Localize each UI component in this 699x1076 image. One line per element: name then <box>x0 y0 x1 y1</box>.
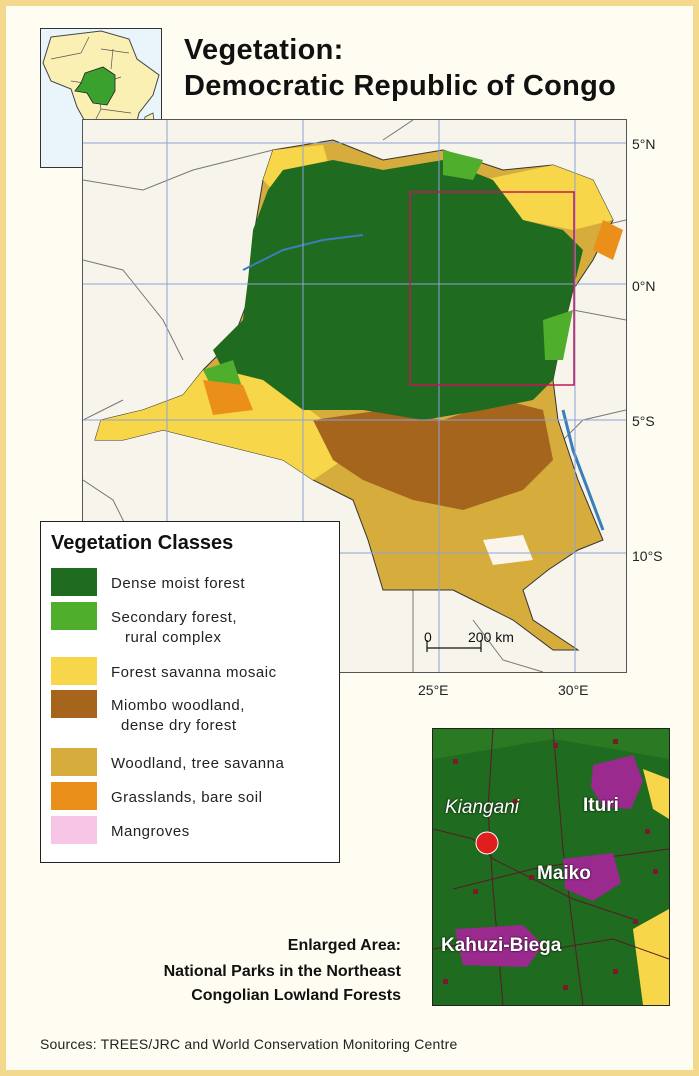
legend-swatch <box>51 602 97 630</box>
legend-swatch <box>51 782 97 810</box>
scale-start-label: 0 <box>424 629 432 645</box>
maiko-label: Maiko <box>537 863 591 884</box>
lat-5s-label: 5°S <box>632 413 655 429</box>
lon-25e-label: 25°E <box>418 682 449 698</box>
lon-30e-label: 30°E <box>558 682 589 698</box>
title-line-2: Democratic Republic of Congo <box>184 70 617 102</box>
legend-swatch <box>51 748 97 776</box>
secondary-forest-north <box>443 150 483 180</box>
enlarged-caption-line-1: Enlarged Area: <box>287 937 401 954</box>
legend-label: Dense moist forest <box>111 575 246 592</box>
ituri-park <box>591 755 643 809</box>
enlarged-caption-line-2: National Parks in the Northeast <box>163 963 401 980</box>
title-line-1: Vegetation: <box>184 34 344 66</box>
lat-5n-label: 5°N <box>632 136 656 152</box>
legend-label: Grasslands, bare soil <box>111 789 263 806</box>
grasslands-west <box>203 380 253 415</box>
legend-label: Secondary forest, <box>111 609 238 626</box>
kiangani-town-marker <box>475 831 499 855</box>
grasslands-east <box>593 220 623 260</box>
main-vegetation-map <box>82 119 627 673</box>
kahuzi-biega-label: Kahuzi-Biega <box>441 935 562 956</box>
drc-highlight <box>74 66 116 106</box>
legend-swatch <box>51 657 97 685</box>
legend-label: Mangroves <box>111 823 190 840</box>
lat-0-label: 0°N <box>632 278 656 294</box>
legend-swatch <box>51 816 97 844</box>
bare-patch <box>483 535 533 565</box>
kiangani-label: Kiangani <box>445 797 519 818</box>
enlarged-area-svg <box>433 729 669 1005</box>
sources-credit: Sources: TREES/JRC and World Conservatio… <box>40 1036 458 1052</box>
enlarged-caption-line-3: Congolian Lowland Forests <box>191 987 401 1004</box>
savanna-mosaic-south-west <box>95 370 343 480</box>
scale-bar <box>426 640 482 652</box>
enlarged-area-frame <box>409 191 575 386</box>
secondary-forest-east <box>543 310 573 360</box>
kahuzi-biega-park <box>455 925 543 967</box>
enlarged-area-map: Kiangani Ituri Maiko Kahuzi-Biega <box>432 728 670 1006</box>
legend-label-line2: dense dry forest <box>121 717 237 734</box>
scale-end-label: 200 km <box>468 629 514 645</box>
lake-tanganyika <box>561 409 605 531</box>
legend-swatch <box>51 568 97 596</box>
legend-swatch <box>51 690 97 718</box>
legend-label: Forest savanna mosaic <box>111 664 277 681</box>
enlarged-savanna <box>633 909 669 1005</box>
drc-vegetation-svg <box>83 120 626 672</box>
vegetation-legend: Vegetation Classes Dense moist forest Se… <box>40 521 340 863</box>
legend-label: Miombo woodland, <box>111 697 245 714</box>
settlement-dots <box>443 739 658 990</box>
maiko-park <box>563 853 621 901</box>
ituri-label: Ituri <box>583 795 619 816</box>
legend-label-line2: rural complex <box>125 629 222 646</box>
miombo-woodland <box>313 400 553 510</box>
map-title: Vegetation: Democratic Republic of Congo <box>184 32 616 104</box>
legend-title: Vegetation Classes <box>51 532 234 554</box>
lat-10s-label: 10°S <box>632 548 663 564</box>
dense-moist-forest <box>213 160 583 420</box>
legend-label: Woodland, tree savanna <box>111 755 285 772</box>
